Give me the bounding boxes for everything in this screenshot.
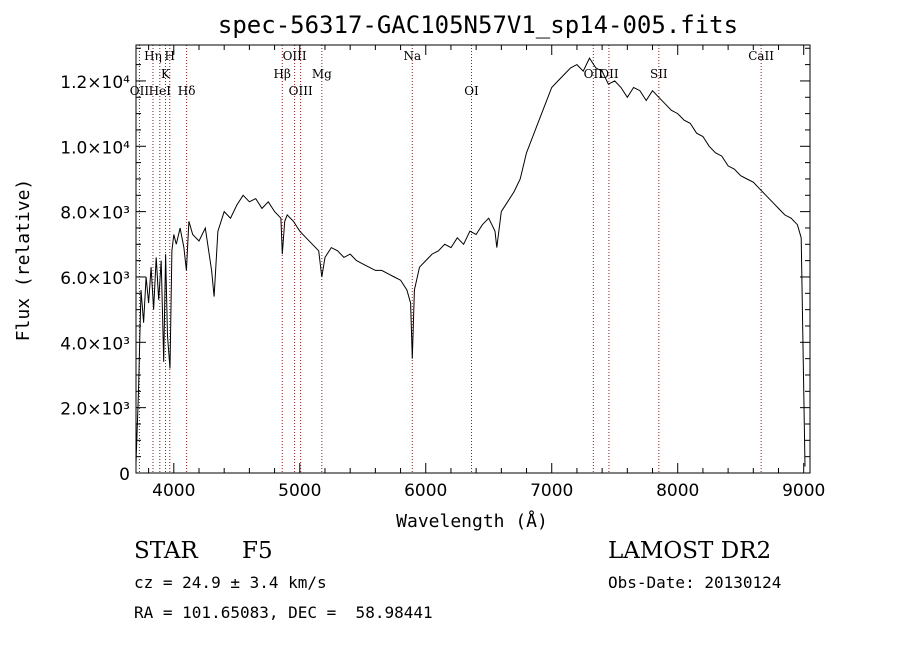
line-label: Hβ	[274, 67, 291, 81]
line-label: Mg	[312, 67, 332, 81]
line-label: Hη	[144, 49, 162, 63]
y-tick-label: 2.0×10³	[60, 400, 130, 420]
plot-frame	[135, 44, 811, 474]
redshift-value: cz = 24.9 ± 3.4 km/s	[134, 573, 327, 592]
y-tick-label: 1.2×10⁴	[60, 73, 130, 93]
line-label: OII	[599, 67, 619, 81]
x-tick-label: 5000	[278, 481, 321, 501]
x-tick-label: 4000	[152, 481, 195, 501]
line-label: HeI	[149, 84, 172, 98]
x-tick-label: 6000	[404, 481, 447, 501]
y-tick-label: 1.0×10⁴	[60, 138, 130, 158]
y-tick-label: 8.0×10³	[60, 204, 130, 224]
x-axis: 4000 5000 6000 7000 8000 9000	[148, 45, 825, 501]
observation-date: Obs-Date: 20130124	[608, 573, 782, 592]
spectrum-line	[135, 57, 806, 467]
y-axis-label: Flux (relative)	[13, 179, 34, 342]
line-label: SII	[650, 67, 668, 81]
line-label: H	[165, 49, 175, 63]
object-subclass: F5	[242, 538, 273, 564]
line-label: OIII	[289, 84, 313, 98]
x-tick-label: 8000	[656, 481, 699, 501]
y-tick-label: 0	[119, 465, 130, 485]
x-tick-label: 7000	[530, 481, 573, 501]
survey-name: LAMOST DR2	[608, 538, 772, 564]
chart-title: spec-56317-GAC105N57V1_sp14-005.fits	[218, 11, 738, 39]
y-tick-label: 4.0×10³	[60, 334, 130, 354]
y-axis: 0 2.0×10³ 4.0×10³ 6.0×10³ 8.0×10³ 1.0×10⁴ 1.2×…	[60, 47, 810, 485]
line-label: K	[161, 67, 171, 81]
y-tick-label: 6.0×10³	[60, 269, 130, 289]
line-label: OII	[584, 67, 604, 81]
line-label: OIII	[283, 49, 307, 63]
line-label: Hδ	[178, 84, 196, 98]
x-axis-label: Wavelength (Å)	[396, 510, 548, 532]
line-label: OI	[464, 84, 479, 98]
line-label: CaII	[748, 49, 774, 63]
coordinates: RA = 101.65083, DEC = 58.98441	[134, 603, 433, 622]
x-tick-label: 9000	[782, 481, 825, 501]
object-class: STAR	[134, 538, 198, 564]
line-label: OII	[130, 84, 150, 98]
line-label: Na	[403, 49, 421, 63]
